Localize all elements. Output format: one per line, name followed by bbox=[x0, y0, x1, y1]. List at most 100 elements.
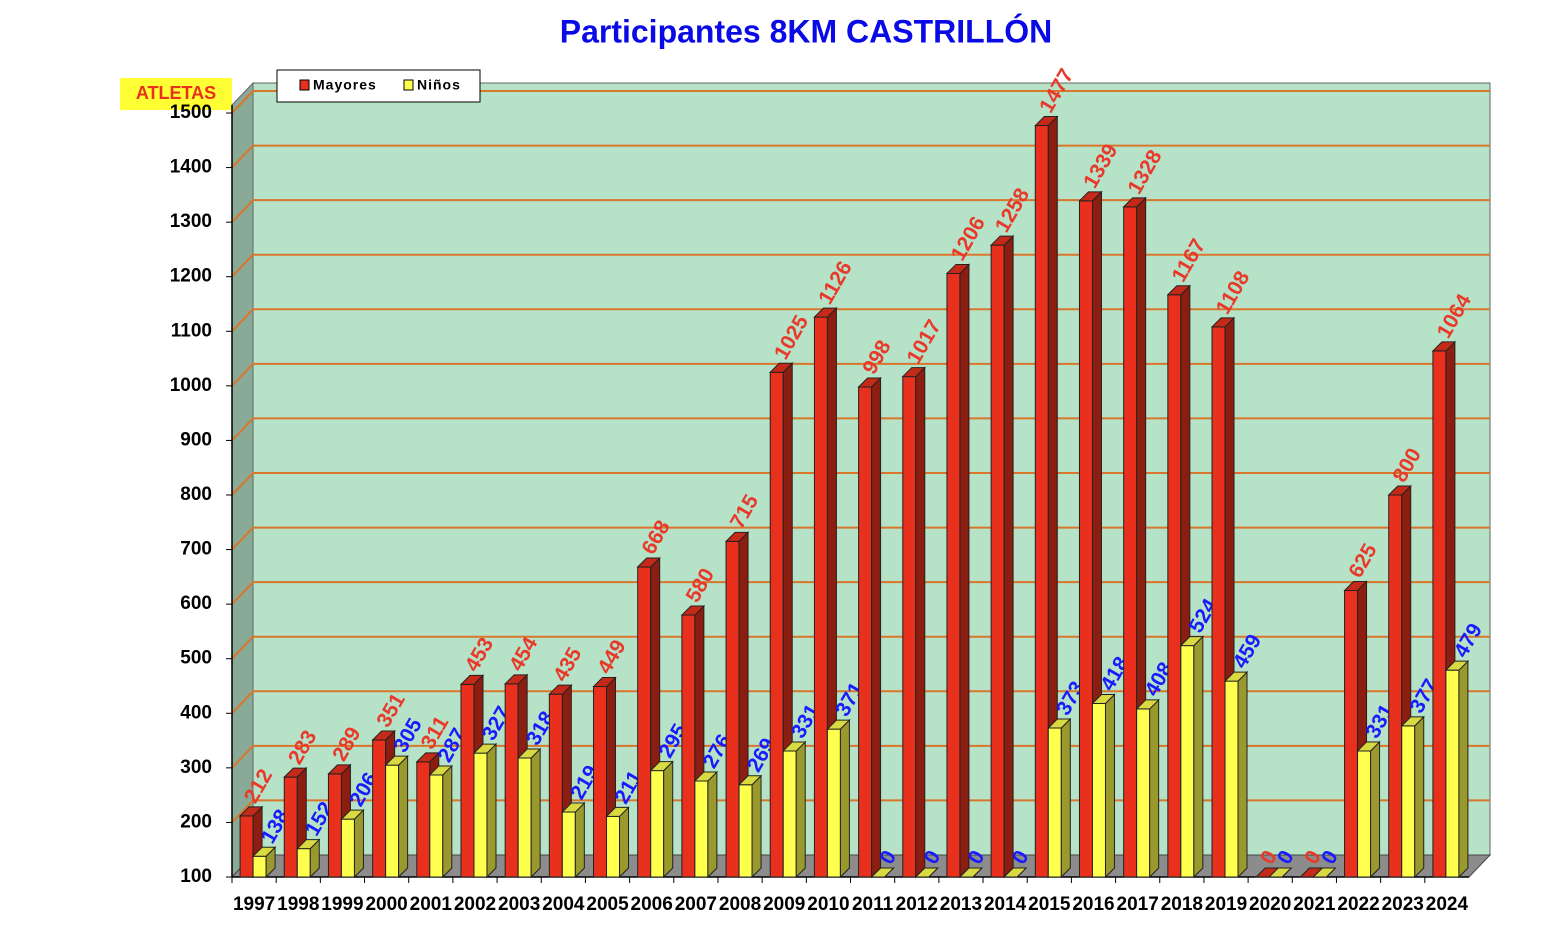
bar-front bbox=[429, 774, 444, 878]
bar-front bbox=[327, 773, 342, 878]
bar-front bbox=[1401, 725, 1416, 878]
bar-top bbox=[516, 748, 542, 759]
bar-top bbox=[826, 719, 851, 730]
bar-top bbox=[901, 367, 926, 378]
x-tick-label: 2004 bbox=[542, 894, 585, 915]
bar-top bbox=[1444, 660, 1470, 671]
y-tick-label: 400 bbox=[180, 702, 212, 723]
chart-title: Participantes 8KM CASTRILLÓN bbox=[560, 13, 1053, 49]
y-axis-label: ATLETAS bbox=[136, 83, 216, 103]
bar-top bbox=[415, 752, 441, 763]
x-tick-label: 2011 bbox=[852, 894, 894, 915]
bar-front bbox=[650, 770, 665, 878]
bar-front bbox=[1034, 125, 1049, 878]
bar-front bbox=[902, 376, 917, 878]
x-tick-label: 2015 bbox=[1028, 894, 1071, 915]
grid-line bbox=[231, 635, 1490, 660]
bar bbox=[901, 366, 926, 879]
bar bbox=[1034, 115, 1059, 879]
bar-top bbox=[605, 806, 630, 817]
grid-line bbox=[231, 417, 1490, 442]
bar-front bbox=[1091, 702, 1106, 878]
bar-front bbox=[813, 316, 828, 878]
y-label-box bbox=[120, 78, 232, 110]
bar-front bbox=[252, 855, 267, 878]
bar-top bbox=[1312, 867, 1337, 878]
bar bbox=[1047, 717, 1072, 879]
bar-front bbox=[990, 244, 1005, 878]
x-tick-label: 2021 bbox=[1293, 894, 1336, 915]
bar-top bbox=[813, 307, 838, 318]
bar-front bbox=[725, 540, 740, 878]
grid-line bbox=[231, 308, 1490, 332]
bar-top bbox=[327, 764, 352, 775]
grid-line bbox=[231, 253, 1490, 278]
bar-top bbox=[1078, 191, 1103, 202]
bar-side bbox=[1237, 670, 1248, 879]
bar-side bbox=[530, 747, 541, 879]
grid-line bbox=[231, 362, 1490, 387]
bar-front bbox=[738, 784, 753, 878]
x-tick-label: 2012 bbox=[896, 894, 938, 915]
bar-front bbox=[1047, 727, 1062, 878]
bar-top bbox=[680, 605, 706, 616]
bar-top bbox=[989, 235, 1015, 246]
bar-front bbox=[946, 272, 961, 878]
bar-top bbox=[251, 846, 277, 857]
bar-top bbox=[1122, 197, 1147, 208]
bar-top bbox=[1091, 693, 1116, 704]
bar-top bbox=[1267, 867, 1293, 878]
bar bbox=[826, 718, 851, 879]
bar-front bbox=[372, 739, 387, 878]
bar-front bbox=[593, 686, 608, 878]
bar-front bbox=[548, 693, 563, 878]
bar-top bbox=[1135, 699, 1160, 710]
grid-line bbox=[231, 526, 1490, 551]
bar-front bbox=[681, 614, 696, 878]
bar-front bbox=[606, 815, 621, 878]
bar-top bbox=[1034, 116, 1059, 127]
grid-line bbox=[231, 581, 1490, 605]
bar bbox=[693, 770, 719, 879]
bar-top bbox=[561, 802, 586, 813]
bar-top bbox=[914, 867, 939, 878]
bar-top bbox=[283, 767, 308, 778]
bar bbox=[472, 742, 498, 879]
grid-line bbox=[231, 799, 1490, 824]
bar-top bbox=[857, 377, 882, 388]
bar bbox=[1312, 867, 1337, 878]
grid-line bbox=[231, 472, 1490, 496]
bar-top bbox=[958, 867, 984, 878]
bar-front bbox=[1167, 294, 1182, 878]
y-tick-label: 600 bbox=[180, 593, 212, 614]
bar-front bbox=[1078, 200, 1093, 878]
bar-front bbox=[283, 776, 298, 878]
x-tick-label: 2002 bbox=[454, 894, 496, 915]
x-tick-label: 2006 bbox=[631, 894, 673, 915]
x-tick-label: 2010 bbox=[807, 894, 849, 915]
bar-top bbox=[472, 743, 498, 754]
bar-side bbox=[959, 263, 970, 879]
bar-front bbox=[858, 386, 873, 878]
x-tick-label: 1997 bbox=[233, 894, 275, 915]
bar bbox=[914, 867, 939, 878]
bar-side bbox=[486, 742, 497, 879]
bar-top bbox=[238, 806, 264, 817]
bar bbox=[958, 867, 984, 878]
bar-top bbox=[945, 263, 971, 274]
bar bbox=[296, 838, 321, 879]
bar-front bbox=[460, 683, 475, 878]
bar-side bbox=[1370, 740, 1381, 879]
bar-top bbox=[340, 809, 365, 820]
bar-top bbox=[1343, 581, 1368, 591]
grid-line bbox=[231, 90, 1490, 114]
bar-side bbox=[1458, 659, 1469, 879]
legend-swatch bbox=[403, 79, 414, 91]
y-tick-label: 900 bbox=[180, 429, 212, 450]
y-tick-label: 800 bbox=[180, 484, 212, 505]
bar-front bbox=[340, 818, 355, 878]
bar-front bbox=[416, 761, 431, 878]
bar-top bbox=[724, 531, 750, 542]
bar bbox=[1179, 635, 1205, 879]
grid-line bbox=[231, 199, 1490, 223]
